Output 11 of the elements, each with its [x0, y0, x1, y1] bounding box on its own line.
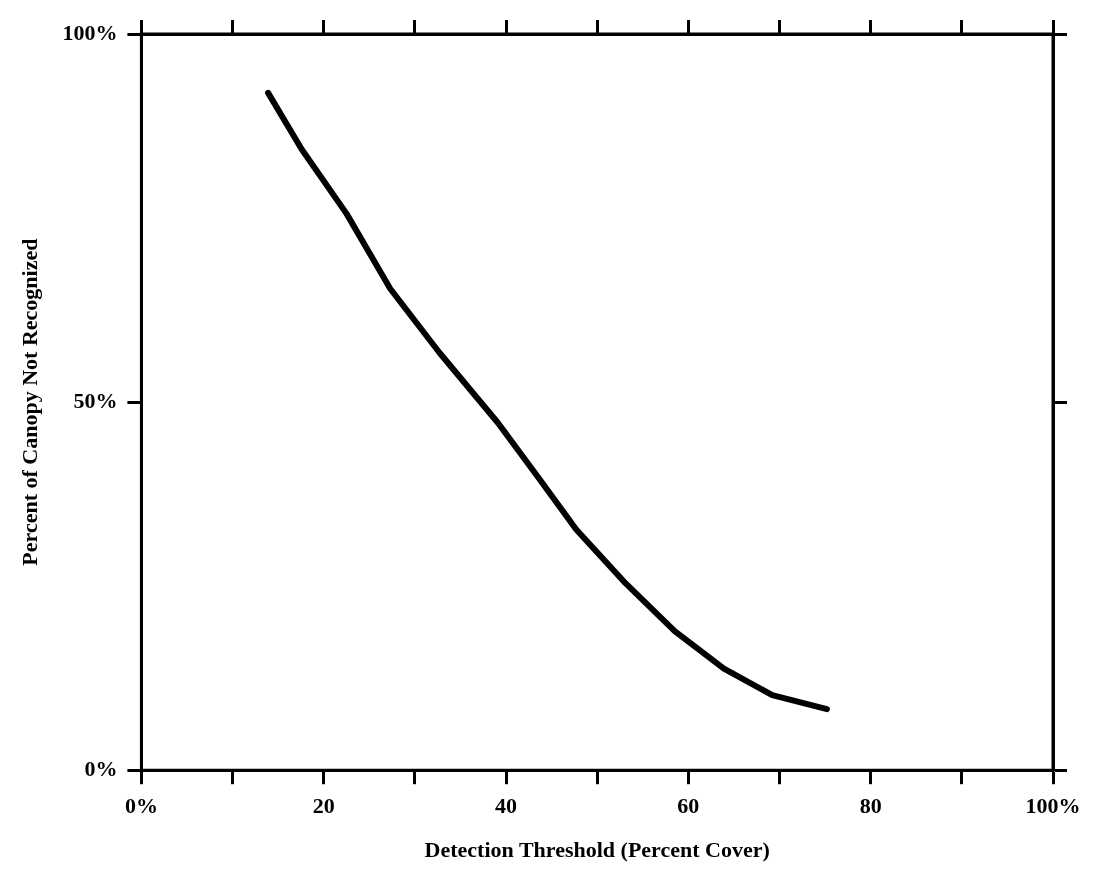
x-tick-label: 100% [1025, 793, 1081, 819]
x-tick-label: 0% [124, 793, 158, 819]
x-tick-label: 60 [677, 793, 700, 819]
y-tick-label: 0% [84, 755, 118, 781]
x-axis-title: Detection Threshold (Percent Cover) [424, 837, 770, 863]
x-tick-label: 80 [859, 793, 882, 819]
y-tick-label: 50% [73, 387, 118, 413]
y-axis-title: Percent of Canopy Not Recognized [16, 238, 42, 566]
x-tick-label: 20 [312, 793, 335, 819]
x-tick-label: 40 [495, 793, 518, 819]
y-tick-label: 100% [62, 19, 118, 45]
